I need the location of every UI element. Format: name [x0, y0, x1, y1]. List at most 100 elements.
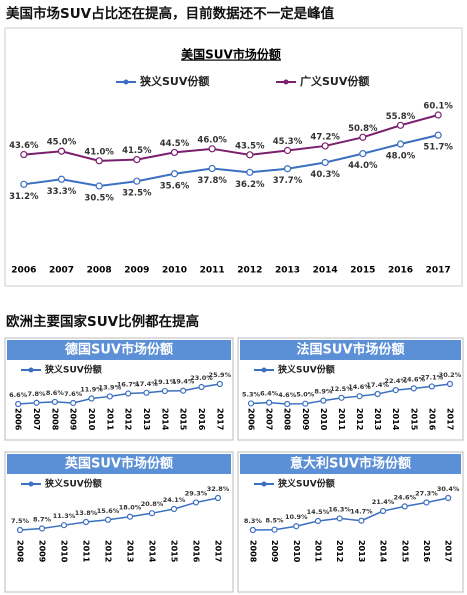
point — [198, 383, 205, 391]
point — [434, 111, 442, 119]
legend-marker — [28, 481, 34, 487]
value-label: 24.1% — [163, 496, 186, 504]
x-tick-label: 2007 — [32, 408, 41, 430]
x-tick-label: 2013 — [126, 540, 135, 562]
point — [336, 515, 343, 522]
x-tick-label: 2011 — [337, 408, 346, 431]
point — [392, 386, 399, 394]
value-label: 8.7% — [33, 515, 52, 523]
value-label: 27.3% — [415, 489, 438, 497]
legend-label: 广义SUV份额 — [300, 74, 369, 88]
x-tick-label: 2014 — [148, 540, 157, 563]
x-tick-label: 2014 — [160, 408, 169, 431]
point — [247, 400, 255, 407]
point — [314, 517, 322, 525]
value-label: 44.0% — [348, 161, 378, 171]
point — [434, 131, 442, 139]
x-tick-label: 2008 — [248, 540, 257, 563]
point — [104, 516, 112, 523]
legend-label: 狭义SUV份额 — [44, 364, 102, 376]
point — [161, 387, 168, 395]
value-label: 5.0% — [296, 391, 315, 399]
value-label: 24.6% — [403, 375, 426, 383]
value-label: 8.5% — [266, 517, 285, 525]
value-label: 8.9% — [314, 388, 333, 396]
point — [57, 175, 66, 183]
heading: 欧洲主要国家SUV比例都在提高 — [6, 313, 199, 330]
x-tick-label: 2017 — [444, 540, 453, 562]
point — [428, 383, 435, 390]
legend-marker — [28, 367, 34, 373]
value-label: 45.0% — [47, 138, 77, 148]
legend-marker — [261, 367, 267, 373]
value-label: 11.9% — [80, 386, 103, 394]
point — [338, 394, 345, 401]
point — [33, 399, 40, 406]
value-label: 13.9% — [99, 383, 122, 391]
point — [284, 400, 291, 408]
value-label: 13.8% — [75, 509, 98, 517]
point — [249, 526, 256, 534]
value-label: 15.6% — [97, 507, 120, 515]
value-label: 20.8% — [141, 500, 164, 508]
point — [216, 380, 223, 388]
title-bar — [7, 340, 231, 360]
x-tick-label: 2013 — [373, 408, 382, 430]
point — [20, 150, 28, 159]
value-label: 37.8% — [197, 176, 227, 186]
point — [356, 393, 363, 400]
x-tick-label: 2009 — [301, 408, 310, 431]
point — [396, 140, 405, 148]
x-tick-label: 2013 — [357, 540, 366, 562]
point — [133, 156, 141, 164]
value-label: 19.4% — [172, 378, 195, 386]
legend-marker — [261, 481, 267, 487]
x-tick-label: 2006 — [11, 266, 36, 276]
value-label: 21.4% — [372, 498, 395, 506]
value-label: 55.8% — [386, 112, 416, 122]
frame — [237, 337, 464, 441]
value-label: 6.4% — [260, 390, 279, 398]
point — [283, 146, 292, 155]
frame — [237, 451, 464, 593]
point — [95, 182, 103, 190]
legend-marker — [123, 79, 129, 85]
legend-label: 狭义SUV份额 — [139, 74, 209, 88]
x-tick-label: 2008 — [87, 266, 112, 276]
x-tick-label: 2016 — [197, 408, 206, 431]
x-tick-label: 2016 — [427, 408, 436, 431]
point — [302, 400, 309, 407]
value-label: 32.8% — [207, 485, 230, 493]
value-label: 22.4% — [384, 377, 407, 385]
point — [214, 494, 222, 502]
value-label: 50.8% — [348, 124, 378, 134]
x-tick-label: 2015 — [179, 408, 188, 431]
x-tick-label: 2012 — [237, 266, 262, 276]
value-label: 30.4% — [437, 485, 460, 493]
value-label: 43.6% — [9, 141, 39, 151]
value-label: 12.5% — [330, 385, 353, 393]
chart-title: 美国SUV市场份额 — [181, 47, 281, 62]
x-tick-label: 2016 — [388, 266, 413, 276]
point — [246, 151, 254, 159]
x-tick-label: 2017 — [445, 408, 454, 430]
x-tick-label: 2017 — [214, 540, 223, 562]
series-line — [23, 114, 439, 162]
x-tick-label: 2012 — [355, 408, 364, 430]
value-label: 17.4% — [366, 381, 389, 389]
point — [246, 168, 254, 176]
series-line — [252, 497, 449, 531]
x-tick-label: 2009 — [124, 266, 149, 276]
point — [358, 517, 365, 524]
point — [423, 499, 430, 506]
point — [321, 158, 329, 167]
value-label: 14.6% — [348, 383, 371, 391]
x-tick-label: 2014 — [391, 408, 400, 431]
x-tick-label: 2014 — [313, 266, 338, 276]
frame — [4, 337, 234, 441]
point — [266, 399, 273, 406]
x-tick-label: 2010 — [162, 266, 187, 276]
point — [170, 505, 178, 513]
point — [106, 393, 113, 400]
value-label: 35.6% — [160, 181, 190, 191]
